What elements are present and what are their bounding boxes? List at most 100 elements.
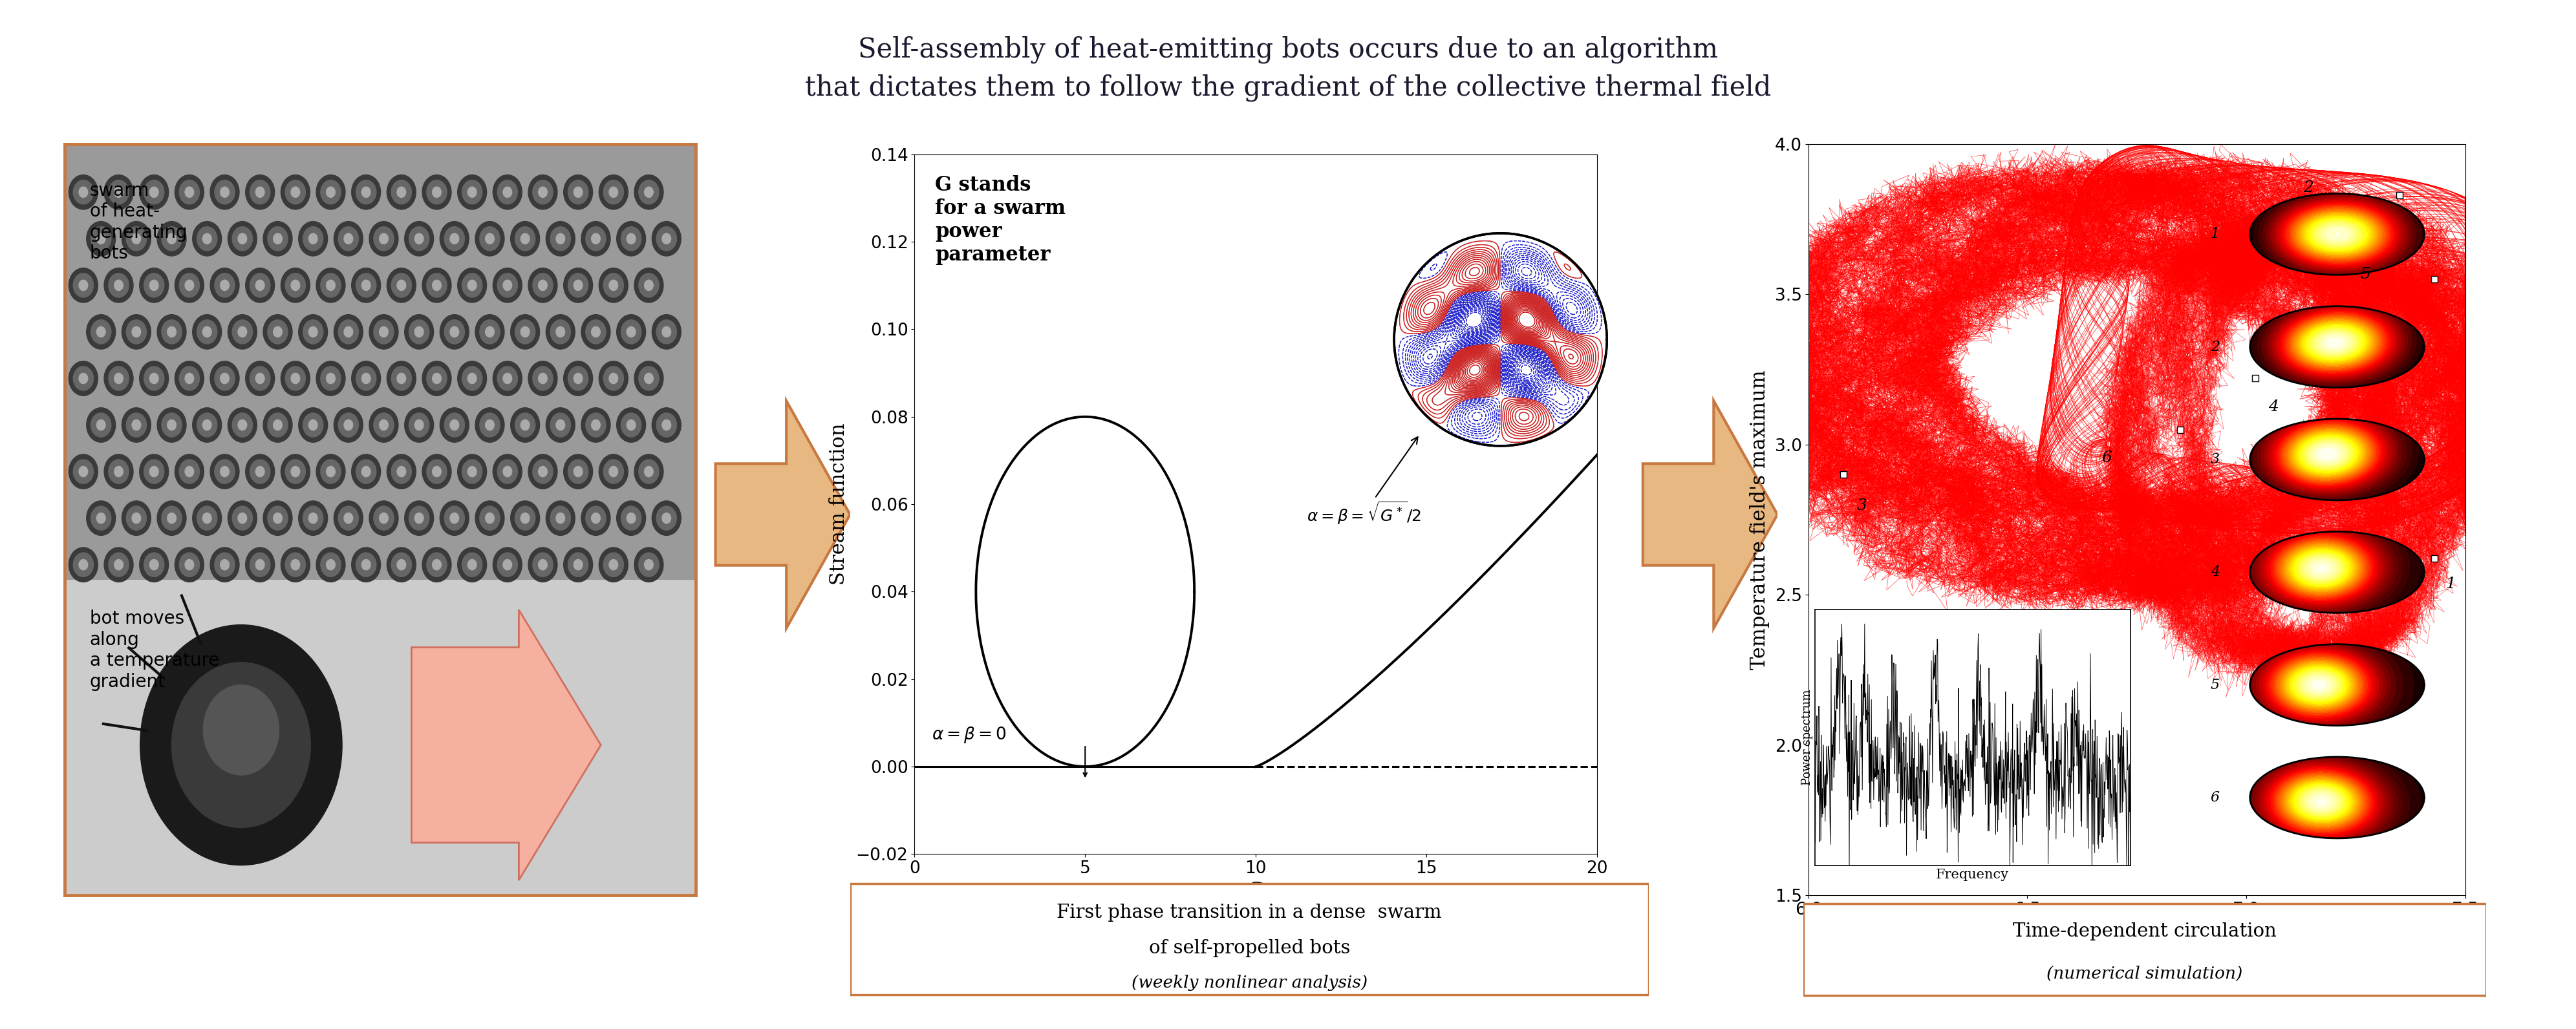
Circle shape <box>72 274 93 297</box>
Circle shape <box>502 280 513 290</box>
Circle shape <box>273 326 283 338</box>
Circle shape <box>657 506 677 530</box>
Circle shape <box>250 553 270 576</box>
Text: 4: 4 <box>2267 399 2277 415</box>
Circle shape <box>474 221 505 256</box>
Circle shape <box>410 226 430 251</box>
Circle shape <box>149 187 160 198</box>
Circle shape <box>1394 234 1607 446</box>
Circle shape <box>72 366 93 390</box>
Circle shape <box>232 226 252 251</box>
Circle shape <box>433 280 440 290</box>
Circle shape <box>639 180 659 204</box>
Circle shape <box>185 187 193 198</box>
Circle shape <box>361 187 371 198</box>
Circle shape <box>286 460 307 484</box>
Circle shape <box>574 560 582 570</box>
Circle shape <box>139 268 167 303</box>
Circle shape <box>634 547 665 582</box>
Circle shape <box>451 512 459 524</box>
Circle shape <box>533 460 554 484</box>
Circle shape <box>309 326 317 338</box>
Circle shape <box>404 221 433 256</box>
Circle shape <box>204 326 211 338</box>
Circle shape <box>255 466 265 476</box>
Circle shape <box>603 274 623 297</box>
Circle shape <box>515 413 536 437</box>
Circle shape <box>121 221 152 256</box>
Circle shape <box>492 175 523 210</box>
Circle shape <box>327 280 335 290</box>
Circle shape <box>533 274 554 297</box>
Circle shape <box>492 454 523 489</box>
Circle shape <box>546 315 574 349</box>
Circle shape <box>211 454 240 489</box>
Circle shape <box>608 187 618 198</box>
Circle shape <box>428 553 446 576</box>
Circle shape <box>345 234 353 244</box>
Circle shape <box>355 366 376 390</box>
Circle shape <box>222 187 229 198</box>
Circle shape <box>255 374 265 384</box>
Circle shape <box>556 234 564 244</box>
Circle shape <box>273 420 283 430</box>
Circle shape <box>428 460 446 484</box>
Circle shape <box>626 420 636 430</box>
Circle shape <box>345 512 353 524</box>
Circle shape <box>608 466 618 476</box>
Circle shape <box>569 274 587 297</box>
Circle shape <box>592 420 600 430</box>
Circle shape <box>185 280 193 290</box>
Circle shape <box>232 413 252 437</box>
Circle shape <box>335 501 363 535</box>
Circle shape <box>319 180 340 204</box>
Circle shape <box>327 560 335 570</box>
Circle shape <box>451 234 459 244</box>
Circle shape <box>108 460 129 484</box>
Circle shape <box>574 280 582 290</box>
Circle shape <box>616 501 647 535</box>
Circle shape <box>299 407 327 442</box>
Circle shape <box>479 413 500 437</box>
Circle shape <box>515 320 536 344</box>
Circle shape <box>204 420 211 430</box>
Circle shape <box>196 413 216 437</box>
Circle shape <box>616 221 647 256</box>
Circle shape <box>180 366 198 390</box>
Circle shape <box>404 315 433 349</box>
Circle shape <box>600 268 629 303</box>
Circle shape <box>634 454 665 489</box>
Circle shape <box>634 175 665 210</box>
Circle shape <box>139 175 167 210</box>
Circle shape <box>167 234 175 244</box>
Circle shape <box>291 187 299 198</box>
Circle shape <box>538 466 546 476</box>
Circle shape <box>551 506 569 530</box>
Circle shape <box>250 180 270 204</box>
Circle shape <box>185 466 193 476</box>
Circle shape <box>157 407 185 442</box>
Circle shape <box>533 180 554 204</box>
Circle shape <box>469 374 477 384</box>
Circle shape <box>70 175 98 210</box>
Circle shape <box>603 553 623 576</box>
Circle shape <box>337 413 358 437</box>
Circle shape <box>304 226 322 251</box>
Circle shape <box>497 180 518 204</box>
Circle shape <box>564 175 592 210</box>
Circle shape <box>317 454 345 489</box>
Circle shape <box>639 274 659 297</box>
Circle shape <box>131 326 142 338</box>
Circle shape <box>193 221 222 256</box>
Circle shape <box>652 221 680 256</box>
Circle shape <box>250 366 270 390</box>
Circle shape <box>361 466 371 476</box>
Circle shape <box>255 560 265 570</box>
Circle shape <box>162 320 183 344</box>
Circle shape <box>149 280 160 290</box>
Circle shape <box>410 413 430 437</box>
Circle shape <box>415 420 422 430</box>
Circle shape <box>564 547 592 582</box>
Circle shape <box>626 326 636 338</box>
Circle shape <box>157 501 185 535</box>
